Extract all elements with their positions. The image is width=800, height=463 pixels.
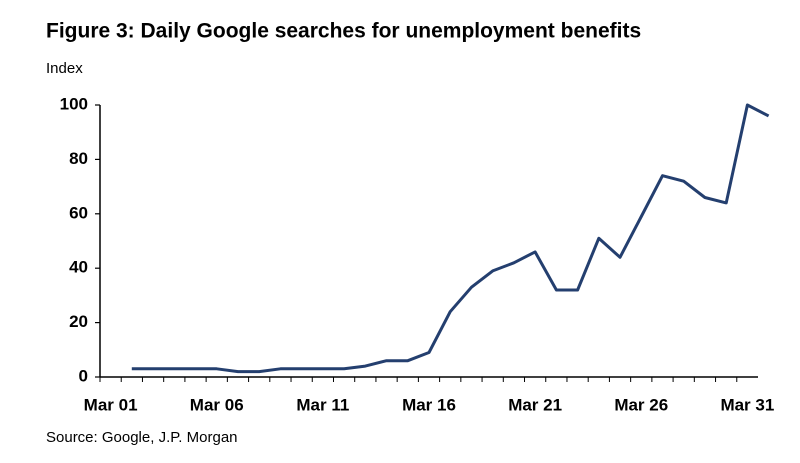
y-tick-label: 0 <box>79 366 88 385</box>
y-tick-label: 80 <box>69 149 88 168</box>
y-tick-label: 20 <box>69 312 88 331</box>
y-tick-label: 40 <box>69 258 88 277</box>
line-series <box>131 103 770 374</box>
y-axis-label: Index <box>46 60 83 77</box>
x-tick-label: Mar 26 <box>614 395 668 414</box>
x-tick-label: Mar 31 <box>720 395 774 414</box>
source: Source: Google, J.P. Morgan <box>46 429 238 446</box>
y-tick-label: 100 <box>60 94 88 113</box>
x-tick-label: Mar 16 <box>402 395 456 414</box>
y-tick-label: 60 <box>69 203 88 222</box>
x-tick-label: Mar 21 <box>508 395 562 414</box>
chart-title: Figure 3: Daily Google searches for unem… <box>46 20 641 43</box>
x-tick-label: Mar 06 <box>190 395 244 414</box>
x-tick-label: Mar 01 <box>84 395 138 414</box>
x-tick-label: Mar 11 <box>296 395 349 414</box>
